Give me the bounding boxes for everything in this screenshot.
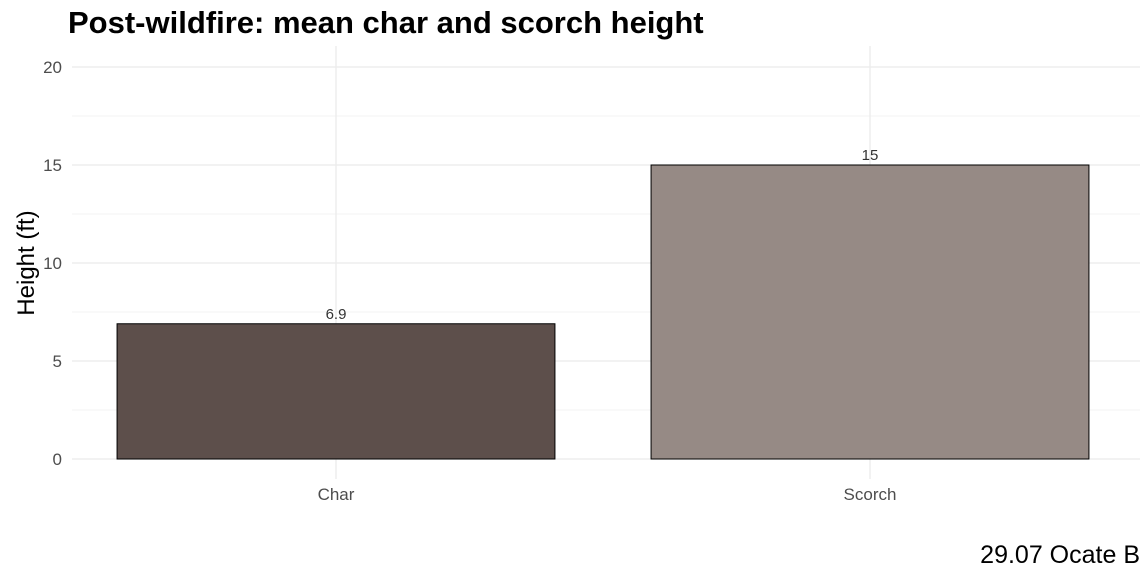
data-labels: 6.9 15 (326, 147, 879, 323)
y-tick-label: 5 (53, 352, 62, 371)
y-tick-label: 15 (43, 156, 62, 175)
y-tick-label: 20 (43, 58, 62, 77)
chart-title: Post-wildfire: mean char and scorch heig… (68, 5, 704, 40)
footnote: 29.07 Ocate B (980, 541, 1140, 567)
bar-char (116, 323, 556, 460)
data-label-char: 6.9 (326, 306, 347, 323)
bars (116, 164, 1090, 460)
x-tick-label-char: Char (318, 485, 355, 504)
y-axis-label: Height (ft) (13, 210, 40, 315)
x-axis-ticks: Char Scorch (318, 485, 897, 504)
y-tick-label: 0 (53, 450, 62, 469)
bar-scorch (650, 164, 1090, 460)
y-axis-ticks: 0 5 10 15 20 (43, 58, 62, 469)
y-tick-label: 10 (43, 254, 62, 273)
data-label-scorch: 15 (862, 147, 879, 164)
x-tick-label-scorch: Scorch (844, 485, 897, 504)
